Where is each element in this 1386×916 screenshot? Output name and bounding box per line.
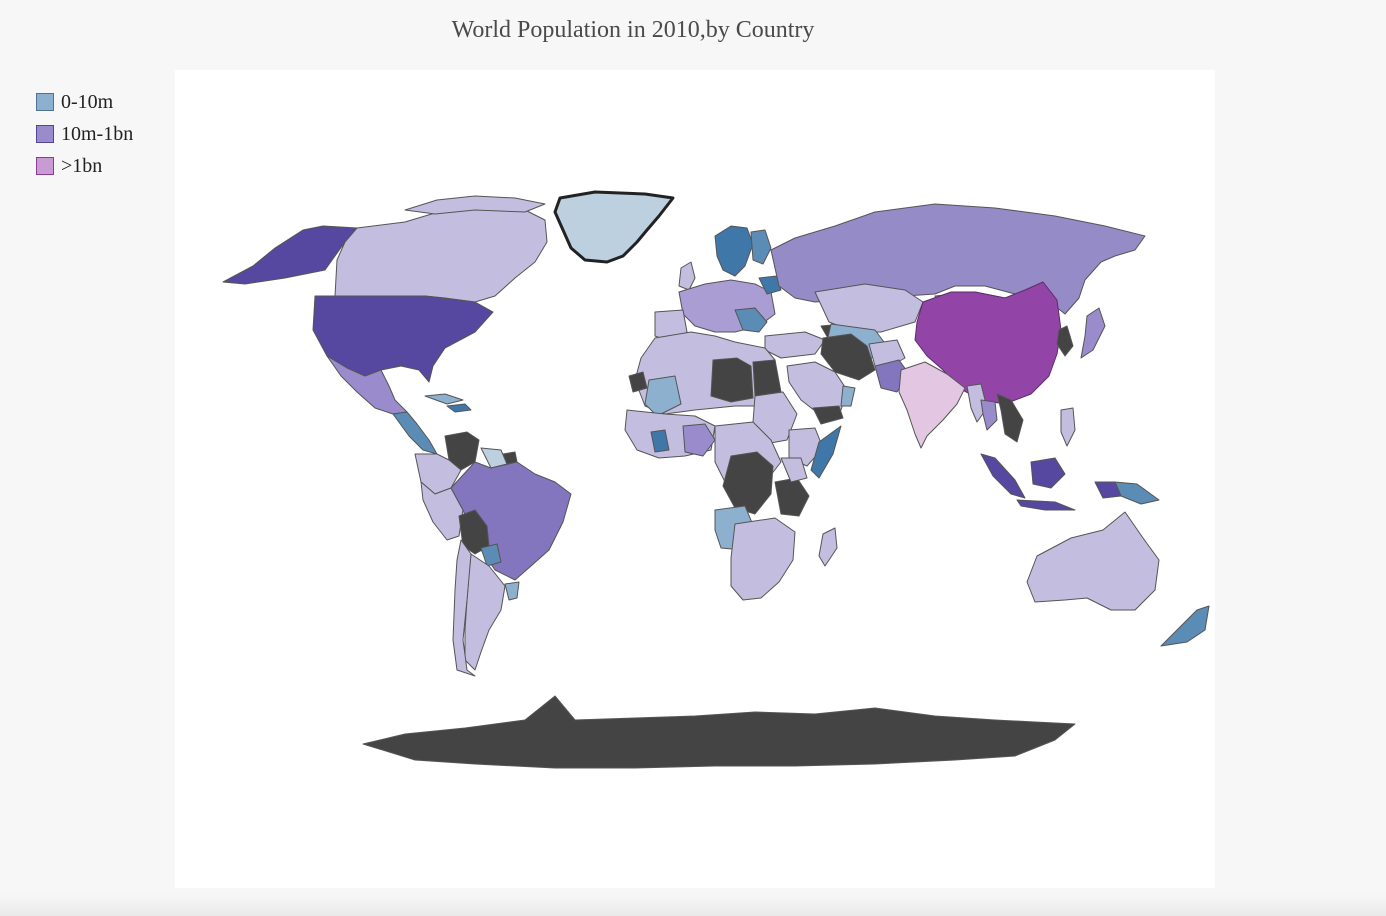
legend-label-high: >1bn bbox=[61, 154, 103, 177]
country-uruguay[interactable] bbox=[504, 581, 520, 601]
country-peru[interactable] bbox=[420, 481, 464, 541]
country-cuba[interactable] bbox=[424, 393, 464, 405]
country-turkey[interactable] bbox=[764, 331, 826, 359]
country-egypt[interactable] bbox=[752, 359, 782, 397]
legend-swatch-low bbox=[36, 93, 54, 111]
legend-item-high[interactable]: >1bn bbox=[36, 150, 133, 182]
country-australia[interactable] bbox=[1026, 511, 1160, 611]
legend-label-mid: 10m-1bn bbox=[61, 122, 134, 145]
country-ghana[interactable] bbox=[650, 429, 670, 453]
country-yemen[interactable] bbox=[812, 405, 844, 425]
country-libya[interactable] bbox=[710, 357, 754, 403]
legend-swatch-mid bbox=[36, 125, 54, 143]
country-uk[interactable] bbox=[678, 261, 696, 291]
country-paraguay[interactable] bbox=[480, 543, 502, 567]
country-new-zealand[interactable] bbox=[1160, 605, 1210, 647]
map-panel bbox=[175, 70, 1215, 888]
country-canada[interactable] bbox=[334, 205, 548, 303]
country-nigeria[interactable] bbox=[682, 423, 716, 457]
country-southern-africa[interactable] bbox=[730, 517, 796, 601]
country-tanzania[interactable] bbox=[774, 477, 810, 517]
country-indonesia-sumatra[interactable] bbox=[980, 453, 1026, 499]
country-arctic-islands[interactable] bbox=[404, 195, 546, 215]
country-norway-sweden[interactable] bbox=[714, 225, 754, 277]
country-greenland[interactable] bbox=[553, 190, 675, 264]
country-new-guinea-west[interactable] bbox=[1094, 481, 1122, 499]
country-somalia[interactable] bbox=[810, 425, 842, 479]
legend: 0-10m 10m-1bn >1bn bbox=[36, 86, 133, 182]
country-drc[interactable] bbox=[722, 451, 774, 515]
map-title: World Population in 2010,by Country bbox=[451, 17, 815, 43]
country-thailand[interactable] bbox=[980, 399, 998, 431]
country-antarctica[interactable] bbox=[362, 695, 1076, 769]
country-mexico[interactable] bbox=[326, 355, 408, 415]
country-belarus[interactable] bbox=[758, 275, 782, 295]
country-indonesia-borneo[interactable] bbox=[1030, 457, 1066, 489]
country-mali[interactable] bbox=[644, 375, 682, 417]
country-madagascar[interactable] bbox=[818, 527, 838, 567]
country-papua-new-guinea[interactable] bbox=[1114, 481, 1160, 505]
country-indonesia-java[interactable] bbox=[1016, 499, 1076, 511]
country-kenya[interactable] bbox=[780, 457, 808, 483]
country-saudi-arabia[interactable] bbox=[786, 361, 848, 415]
world-map bbox=[222, 190, 1210, 769]
country-central-america[interactable] bbox=[392, 411, 438, 455]
country-iran[interactable] bbox=[820, 333, 876, 381]
legend-item-mid[interactable]: 10m-1bn bbox=[36, 118, 133, 150]
bottom-shade bbox=[0, 894, 1386, 916]
country-korea[interactable] bbox=[1056, 325, 1074, 357]
country-japan[interactable] bbox=[1080, 307, 1106, 359]
legend-swatch-high bbox=[36, 157, 54, 175]
legend-item-low[interactable]: 0-10m bbox=[36, 86, 133, 118]
country-oman[interactable] bbox=[840, 385, 856, 407]
country-china[interactable] bbox=[914, 281, 1062, 405]
country-chile[interactable] bbox=[452, 539, 476, 677]
country-philippines[interactable] bbox=[1060, 407, 1076, 447]
country-india[interactable] bbox=[898, 361, 966, 449]
country-vietnam[interactable] bbox=[996, 393, 1024, 443]
country-finland[interactable] bbox=[750, 229, 772, 265]
legend-label-low: 0-10m bbox=[61, 90, 114, 113]
country-hispaniola[interactable] bbox=[446, 403, 472, 413]
country-myanmar[interactable] bbox=[966, 383, 988, 423]
country-western-sahara[interactable] bbox=[628, 371, 648, 393]
country-balkans[interactable] bbox=[734, 307, 768, 333]
